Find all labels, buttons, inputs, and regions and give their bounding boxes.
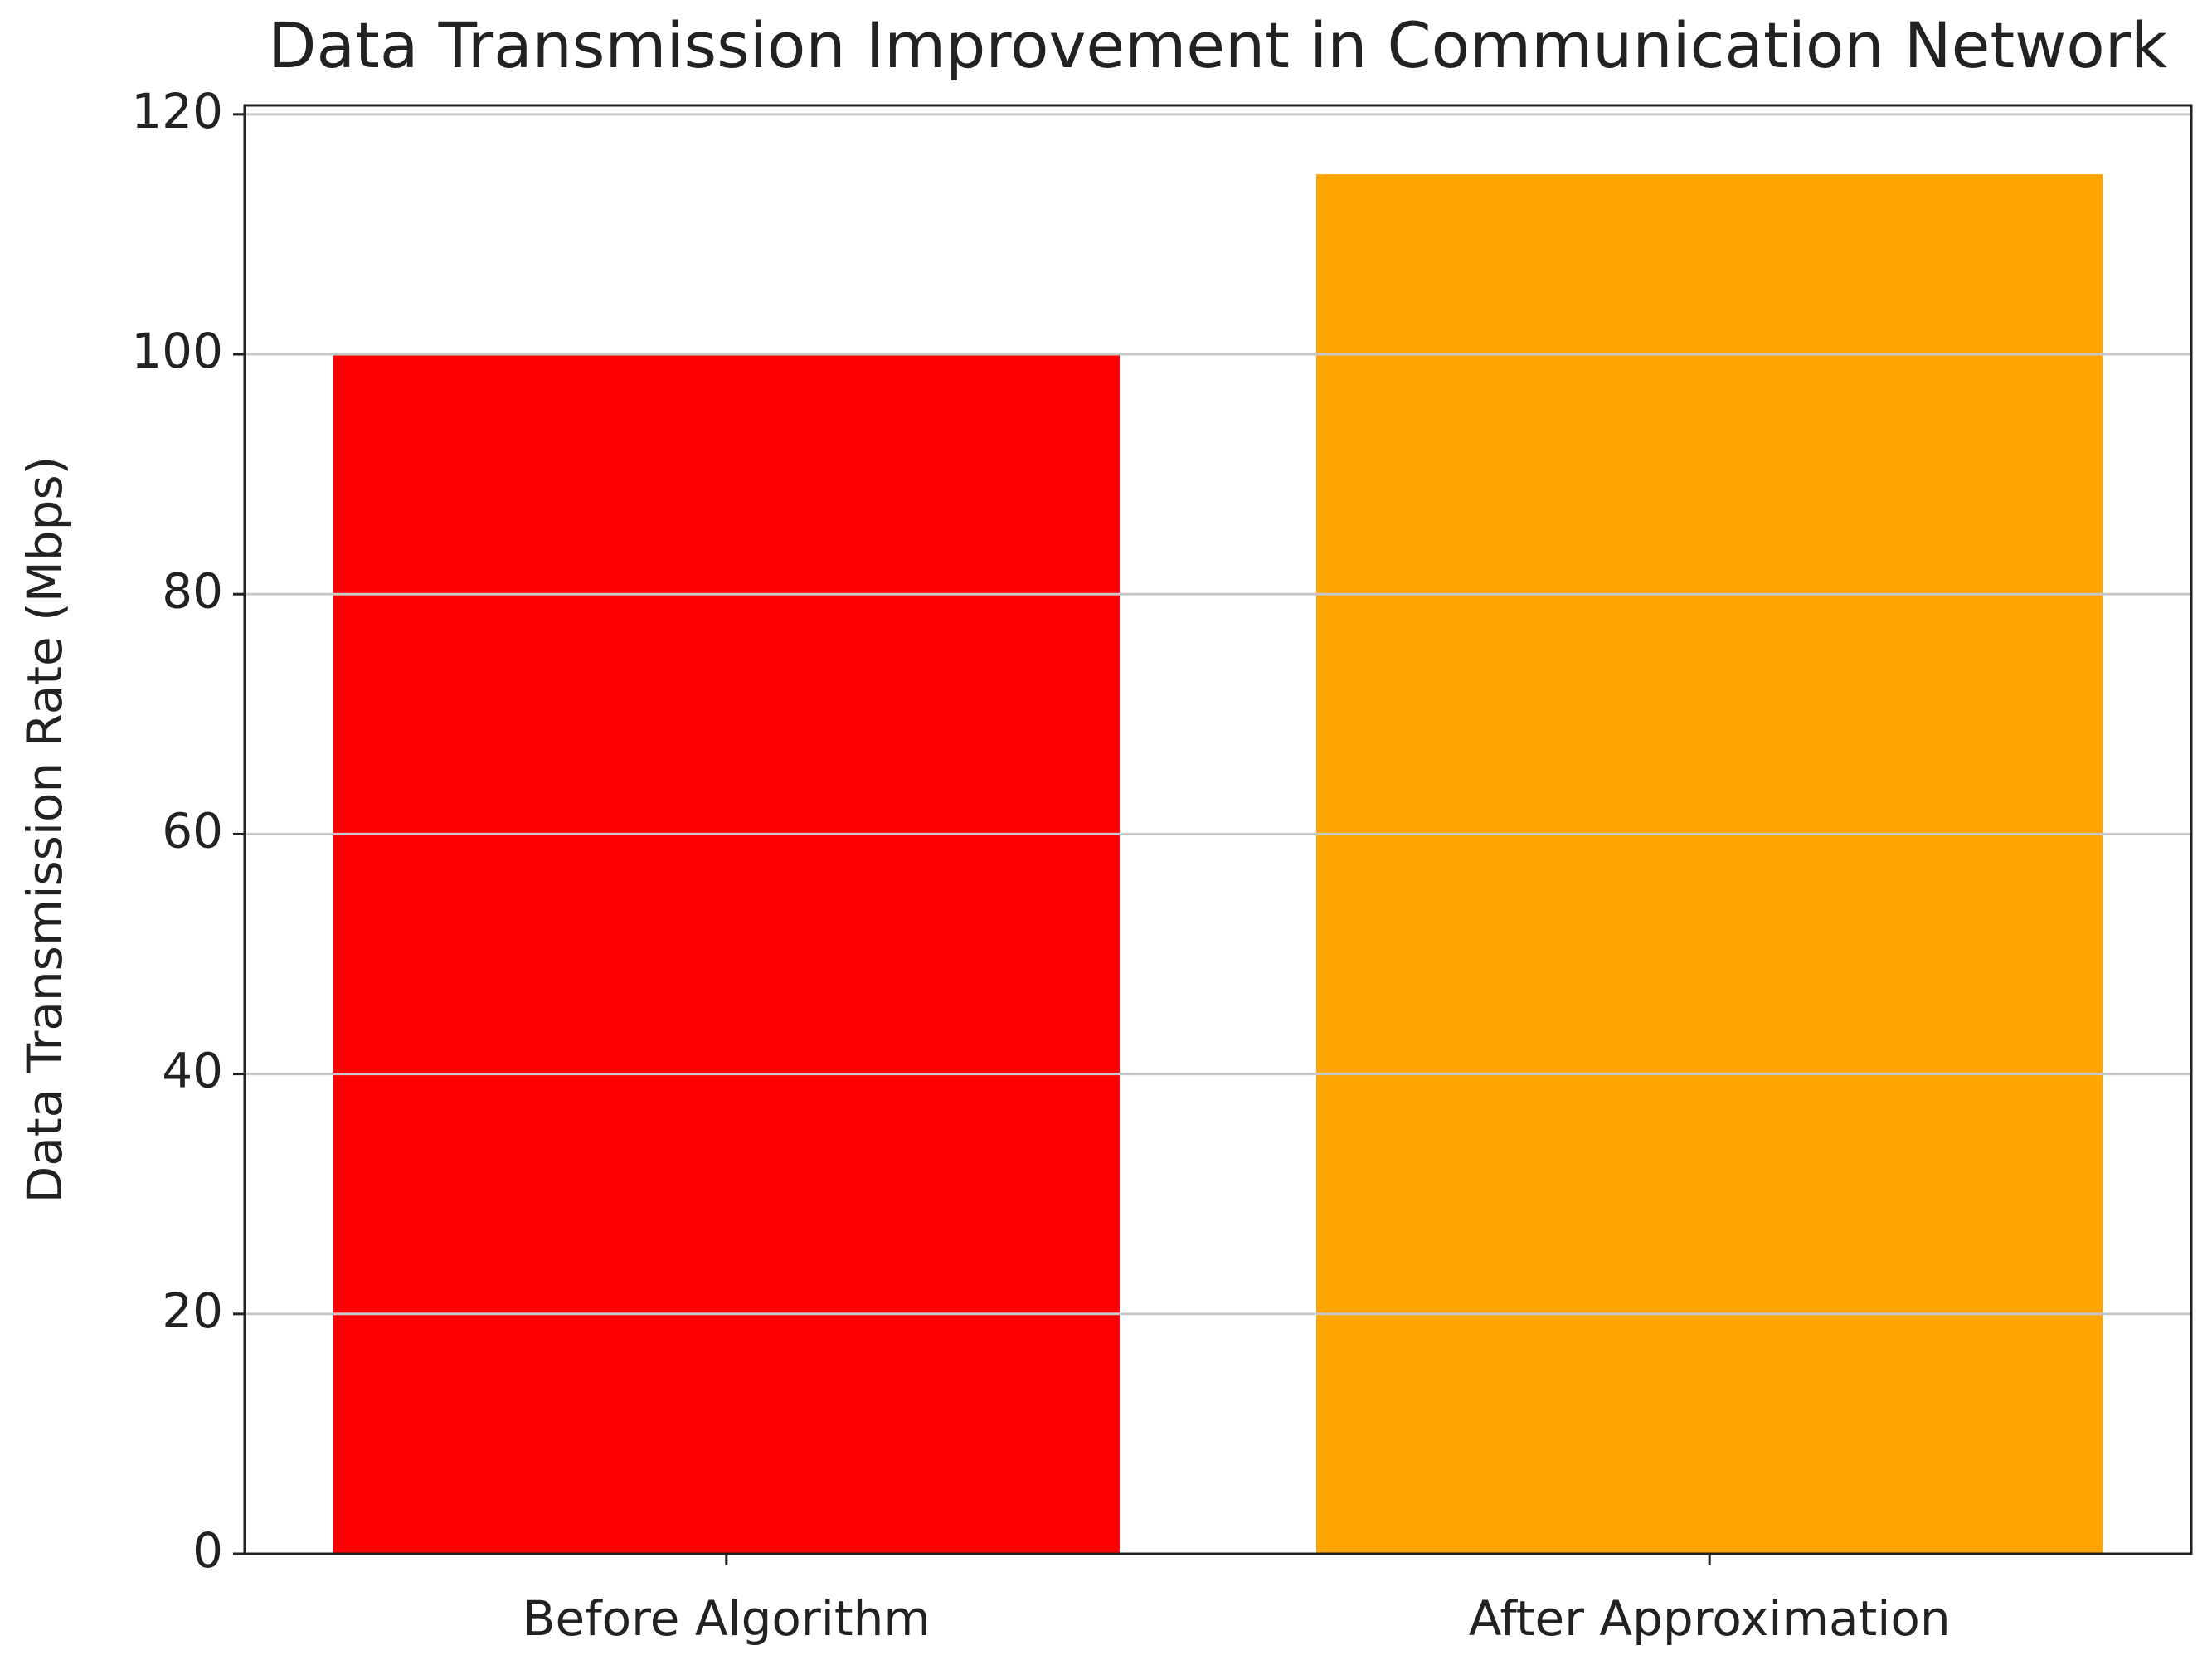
x-tick-label: After Approximation	[1469, 1590, 1951, 1647]
y-tick-label: 120	[131, 83, 223, 139]
y-tick-label: 80	[162, 562, 223, 619]
plot-frame	[243, 104, 2193, 1555]
bar	[333, 354, 1120, 1555]
y-axis-label: Data Transmission Rate (Mbps)	[17, 456, 73, 1204]
bar	[1316, 174, 2103, 1555]
y-tick-label: 60	[162, 803, 223, 859]
y-tick-label: 20	[162, 1283, 223, 1339]
x-tick-label: Before Algorithm	[523, 1590, 931, 1647]
chart-title: Data Transmission Improvement in Communi…	[268, 8, 2167, 82]
y-tick-label: 100	[131, 323, 223, 379]
y-tick-label: 40	[162, 1043, 223, 1099]
y-tick-label: 0	[192, 1522, 223, 1579]
